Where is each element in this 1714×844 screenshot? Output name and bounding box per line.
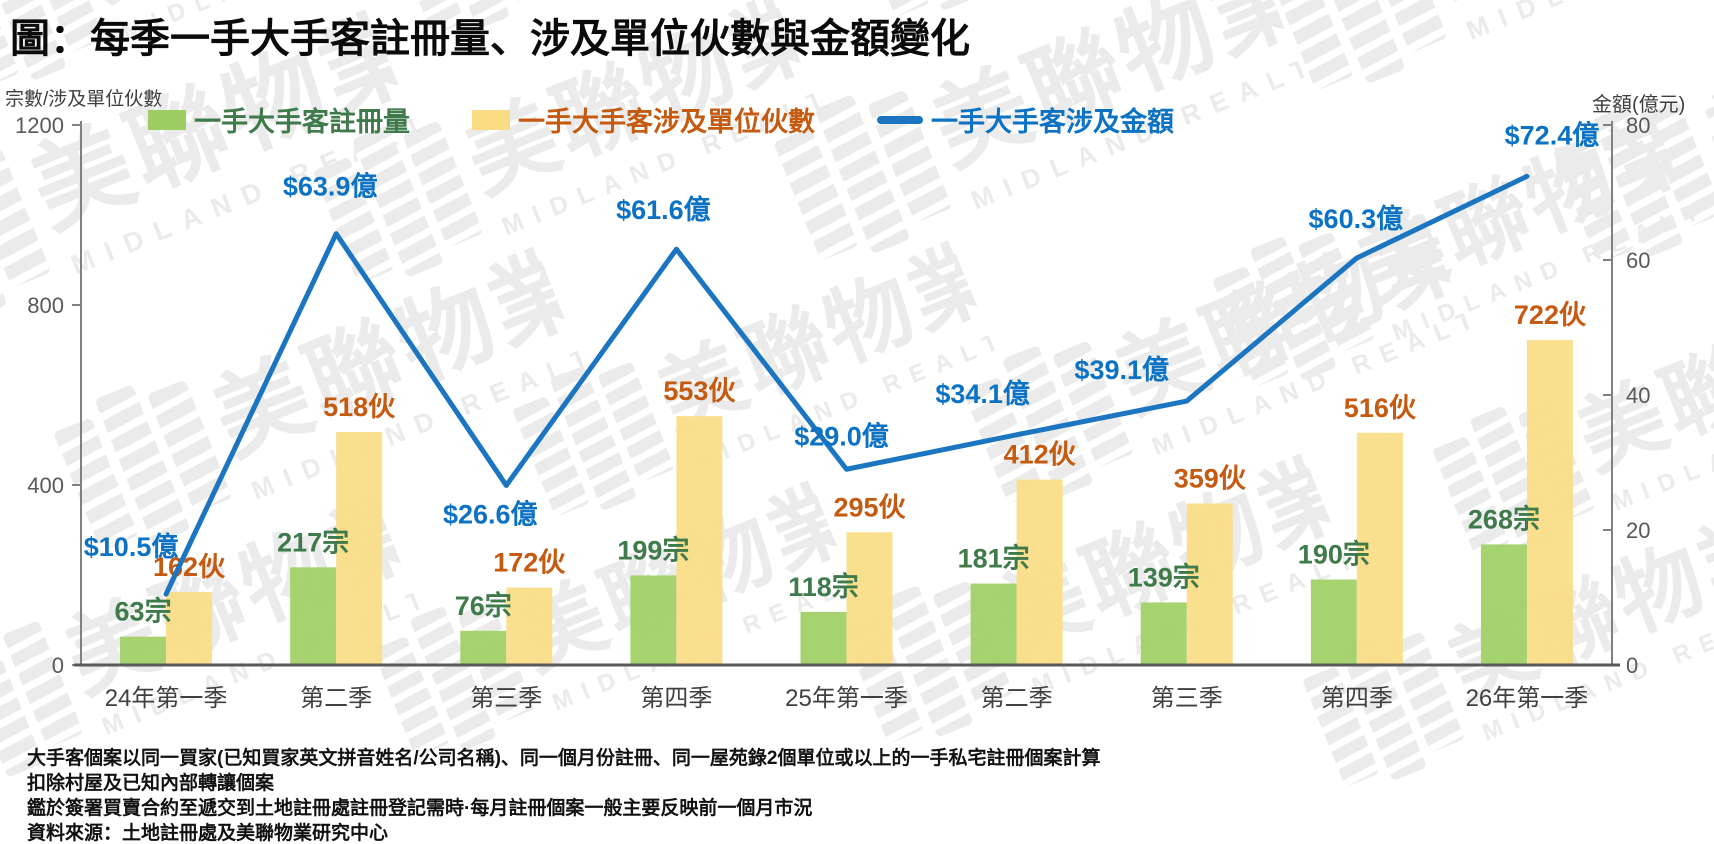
legend-label-amount: 一手大手客涉及金額 <box>931 107 1174 137</box>
right-axis-tick-label: 20 <box>1626 518 1650 543</box>
bar-registrations <box>290 567 337 665</box>
amount-point-label: $26.6億 <box>443 499 538 529</box>
footnote-line: 資料來源：土地註冊處及美聯物業研究中心 <box>27 823 389 844</box>
category-label: 第四季 <box>1321 685 1393 712</box>
bar-units <box>1016 479 1063 665</box>
bar-units <box>1526 340 1573 665</box>
bar-label-units: 553伙 <box>663 376 736 406</box>
legend-label-registrations: 一手大手客註冊量 <box>194 107 410 137</box>
amount-point-label: $10.5億 <box>84 532 179 562</box>
bar-label-units: 295伙 <box>833 492 906 522</box>
category-label: 第三季 <box>470 685 542 712</box>
left-axis-title: 宗數/涉及單位伙數 <box>5 89 163 110</box>
bar-label-registrations: 63宗 <box>115 596 172 627</box>
legend-item-units: 一手大手客涉及單位伙數 <box>472 100 815 139</box>
legend-swatch-registrations <box>148 109 186 130</box>
bar-label-registrations: 217宗 <box>277 526 349 557</box>
bar-label-units: 359伙 <box>1174 463 1247 493</box>
legend-label-units: 一手大手客涉及單位伙數 <box>518 107 815 137</box>
left-axis-tick-label: 0 <box>52 653 64 678</box>
bar-units <box>1356 432 1403 665</box>
bar-label-units: 162伙 <box>153 552 226 582</box>
right-axis-tick-label: 40 <box>1626 383 1650 408</box>
bar-label-units: 172伙 <box>493 548 566 578</box>
legend-item-amount: 一手大手客涉及金額 <box>877 100 1174 139</box>
bar-label-registrations: 139宗 <box>1128 561 1200 592</box>
bar-registrations <box>460 630 507 665</box>
category-label: 26年第一季 <box>1466 685 1589 712</box>
amount-point-label: $61.6億 <box>616 195 711 225</box>
bar-label-registrations: 199宗 <box>617 534 689 565</box>
category-label: 第二季 <box>981 685 1053 712</box>
bar-registrations <box>800 611 847 665</box>
amount-point-label: $60.3億 <box>1309 204 1404 234</box>
bar-label-registrations: 268宗 <box>1468 503 1540 534</box>
bar-label-units: 412伙 <box>1004 440 1077 470</box>
bar-label-registrations: 118宗 <box>788 571 859 602</box>
category-label: 24年第一季 <box>105 685 228 712</box>
footnotes: 大手客個案以同一買家(已知買家英文拼音姓名/公司名稱)、同一個月份註冊、同一屋苑… <box>27 746 1101 844</box>
category-label: 第三季 <box>1151 685 1223 712</box>
amount-point-label: $63.9億 <box>283 172 378 202</box>
legend-swatch-units <box>472 109 510 130</box>
bar-registrations <box>1140 602 1187 665</box>
footnote-line: 扣除村屋及已知內部轉讓個案 <box>27 773 275 794</box>
bar-label-registrations: 76宗 <box>455 590 512 621</box>
footnote-line: 鑑於簽署買賣合約至遞交到土地註冊處註冊登記需時·每月註冊個案一般主要反映前一個月… <box>27 798 813 819</box>
bar-units <box>166 592 213 665</box>
bar-registrations <box>630 575 677 665</box>
bar-units <box>676 416 723 665</box>
page-title: 圖：每季一手大手客註冊量、涉及單位伙數與金額變化 <box>10 17 970 61</box>
category-label: 第四季 <box>640 685 712 712</box>
amount-point-label: $34.1億 <box>935 379 1030 409</box>
bar-registrations <box>1480 544 1527 665</box>
category-label: 第二季 <box>300 685 372 712</box>
right-axis-tick-label: 60 <box>1626 248 1650 273</box>
bar-units <box>336 431 383 665</box>
left-axis-tick-label: 800 <box>27 293 64 318</box>
category-label: 25年第一季 <box>785 685 908 712</box>
right-axis-title: 金額(億元) <box>1592 94 1686 116</box>
bar-units <box>1186 503 1233 665</box>
bar-label-registrations: 181宗 <box>958 543 1030 574</box>
bar-registrations <box>970 583 1017 665</box>
bar-label-registrations: 190宗 <box>1298 539 1370 570</box>
bar-units <box>506 587 553 665</box>
amount-point-label: $39.1億 <box>1074 355 1169 385</box>
legend-item-registrations: 一手大手客註冊量 <box>148 100 410 139</box>
bar-label-units: 516伙 <box>1344 393 1417 423</box>
bar-label-units: 518伙 <box>323 392 396 422</box>
bar-registrations <box>1310 579 1357 665</box>
legend: 一手大手客註冊量 一手大手客涉及單位伙數 一手大手客涉及金額 <box>148 100 1174 139</box>
left-axis-tick-label: 400 <box>27 473 64 498</box>
bar-label-units: 722伙 <box>1514 300 1587 330</box>
amount-point-label: $72.4億 <box>1505 120 1600 150</box>
amount-point-label: $29.0億 <box>794 421 889 451</box>
right-axis-tick-label: 0 <box>1626 653 1638 678</box>
footnote-line: 大手客個案以同一買家(已知買家英文拼音姓名/公司名稱)、同一個月份註冊、同一屋苑… <box>27 748 1101 769</box>
left-axis-tick-label: 1200 <box>15 113 64 138</box>
bar-registrations <box>120 636 167 665</box>
legend-line-swatch-amount <box>877 115 923 124</box>
